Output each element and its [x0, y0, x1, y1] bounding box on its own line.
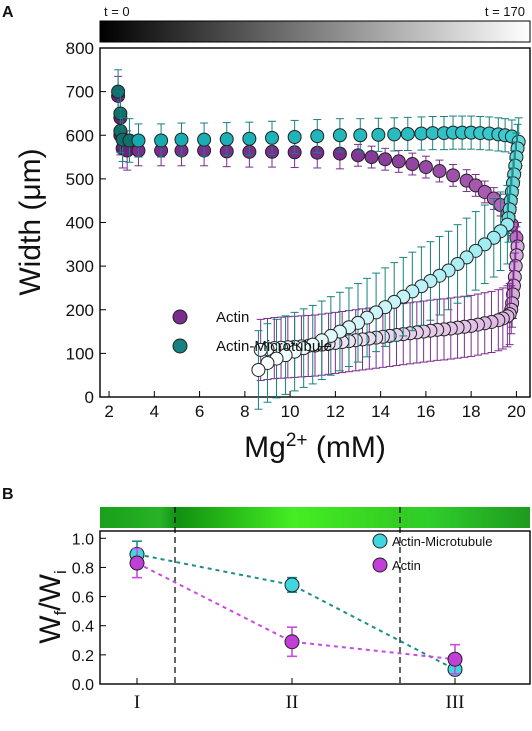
y-tick-label-a-4: 400 [66, 214, 94, 233]
actin-mt-point-plateau-1 [154, 133, 169, 148]
phase-bar [100, 507, 530, 528]
legend-b-actin-label: Actin [392, 558, 421, 573]
point-b-actin-1 [284, 634, 300, 650]
x-tick-label-a-3: 8 [240, 402, 249, 421]
phase-label-3: 20 mM → 2 mM [400, 486, 500, 502]
y-axis-label-a: Width (μm) [14, 148, 47, 295]
series-b-actin [129, 547, 463, 675]
y-tick-label-b-0: 0.0 [72, 677, 94, 694]
y-tick-label-b-5: 1.0 [72, 531, 94, 548]
actin-mt-point-plateau-10 [353, 128, 368, 143]
legend-a: Actin Actin-Microtubule [172, 309, 332, 355]
point-b-actin-microtubule-1 [284, 577, 300, 593]
x-tick-label-a-9: 20 [507, 402, 526, 421]
colorbar-start-label: t = 0 [104, 4, 130, 19]
legend-actin-microtubule-marker [172, 338, 188, 354]
actin-mt-point-plateau-4 [219, 132, 234, 147]
actin-mt-point-plateau-9 [332, 128, 347, 143]
x-tick-label-a-2: 6 [195, 402, 204, 421]
actin-point-ramp-5 [418, 160, 433, 175]
x-tick-label-a-0: 2 [104, 402, 113, 421]
actin-point-ramp-0 [351, 148, 365, 163]
y-tick-label-a-0: 0 [85, 388, 94, 407]
x-tick-label-b-1: II [286, 692, 299, 713]
panel-a-label: A [2, 4, 14, 21]
y-tick-label-b-4: 0.8 [72, 560, 94, 577]
y-tick-label-a-1: 100 [66, 344, 94, 363]
y-tick-label-a-8: 800 [66, 39, 94, 58]
x-tick-label-a-5: 12 [326, 402, 345, 421]
legend-actin-label: Actin [216, 309, 249, 326]
y-tick-label-a-7: 700 [66, 83, 94, 102]
x-tick-label-a-8: 18 [462, 402, 481, 421]
y-tick-label-b-2: 0.4 [72, 619, 94, 636]
legend-b-actin-microtubule-label: Actin-Microtubule [392, 534, 492, 549]
plot-b-frame [99, 530, 531, 685]
legend-actin-marker [172, 309, 188, 325]
x-tick-label-b-2: III [446, 692, 465, 713]
x-axis-label-a: Mg2+ (mM) [244, 430, 386, 464]
actin-mt-point-plateau-0 [131, 133, 146, 148]
legend-b: Actin-Microtubule Actin [372, 533, 492, 573]
actin-mt-point-plateau-3 [197, 132, 212, 147]
y-tick-label-b-1: 0.2 [72, 648, 94, 665]
actin-point-ramp-7 [446, 168, 461, 183]
panel-b-label: B [2, 486, 14, 503]
actin-mt-point-plateau-6 [265, 130, 279, 145]
legend-actin-microtubule-label: Actin-Microtubule [216, 338, 332, 355]
x-tick-label-a-4: 10 [281, 402, 300, 421]
series-actin-microtubule [111, 69, 526, 410]
point-b-actin-2 [447, 651, 463, 667]
actin-point-ramp-1 [364, 150, 379, 165]
line-b-actin [136, 562, 456, 661]
actin-point-ramp-4 [405, 157, 420, 172]
x-tick-label-a-6: 14 [371, 402, 390, 421]
colorbar-end-label: t = 170 [485, 4, 525, 19]
actin-mt-point-plateau-12 [387, 127, 402, 142]
y-tick-label-a-6: 600 [66, 126, 94, 145]
time-colorbar [99, 20, 531, 43]
y-axis-label-b: Wf/Wi [34, 570, 70, 644]
y-tick-label-a-5: 500 [66, 170, 94, 189]
point-b-actin-0 [129, 555, 145, 571]
actin-mt-point-return-28 [251, 362, 266, 377]
x-tick-label-b-0: I [134, 692, 140, 713]
x-tick-label-a-1: 4 [150, 402, 159, 421]
actin-mt-point-plateau-11 [371, 127, 386, 142]
actin-mt-point-plateau-7 [287, 129, 302, 144]
phase-label-2: 2 mM → 20 mM [218, 486, 318, 502]
line-b-actin-microtubule [136, 553, 456, 671]
actin-point-ramp-6 [432, 164, 447, 179]
actin-mt-point-plateau-5 [242, 131, 257, 146]
y-tick-label-b-3: 0.6 [72, 590, 94, 607]
actin-point-ramp-3 [391, 154, 406, 169]
actin-mt-point-plateau-13 [400, 126, 415, 141]
legend-b-actin-marker [372, 557, 388, 573]
y-tick-label-a-3: 300 [66, 257, 94, 276]
actin-point-ramp-2 [378, 152, 393, 167]
actin-mt-point-plateau-2 [174, 132, 189, 147]
y-tick-label-a-2: 200 [66, 301, 94, 320]
actin-mt-point-plateau-8 [310, 129, 325, 144]
phase-label-1: 2 mM [107, 486, 142, 502]
legend-b-actin-microtubule-marker [372, 533, 388, 549]
x-tick-label-a-7: 16 [416, 402, 435, 421]
